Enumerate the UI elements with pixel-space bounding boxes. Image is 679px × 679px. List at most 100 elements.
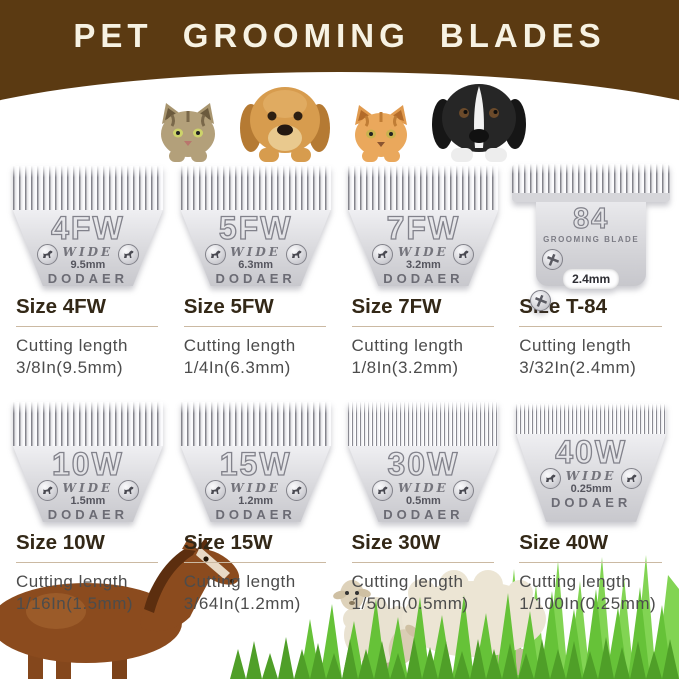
banner: PET GROOMING BLADES — [0, 0, 679, 130]
blade-15w: 15W WIDE 1.2mm DODAER — [180, 401, 331, 522]
cutting-length-label: Cutting length — [519, 571, 632, 591]
blade-teeth — [12, 166, 163, 210]
blade-style-engraving: WIDE — [230, 245, 281, 259]
screw-icon — [621, 467, 643, 489]
blade-brand: DODAER — [383, 506, 464, 522]
blade-size-engraving: 4FW — [50, 210, 125, 246]
blade-style-engraving: WIDE — [398, 480, 449, 495]
cutting-length-label: Cutting length — [519, 336, 632, 355]
cutting-length-value: 3/64In(1.2mm) — [183, 594, 301, 614]
screw-icon — [36, 244, 58, 265]
blade-info-30w: Size 30W Cutting length 1/50In(0.5mm) — [340, 531, 508, 626]
size-title: Size 15W — [183, 531, 326, 563]
blade-brand: DODAER — [215, 271, 296, 286]
blade-info-15w: Size 15W Cutting length 3/64In(1.2mm) — [172, 531, 340, 626]
blade-teeth — [348, 166, 499, 210]
blade-teeth — [516, 403, 667, 434]
blade-size-engraving: 15W — [219, 445, 292, 482]
blade-thickness: 9.5mm — [70, 259, 106, 271]
blade-body: 7FW WIDE 3.2mm DODAER — [348, 210, 499, 286]
cutting-length-value: 1/50In(0.5mm) — [351, 594, 469, 614]
blade-teeth — [12, 401, 163, 446]
blade-teeth — [512, 164, 671, 202]
cutting-length-label: Cutting length — [16, 336, 128, 355]
blade-5fw: 5FW WIDE 6.3mm DODAER — [180, 166, 331, 286]
blade-row-2: 10W WIDE 1.5mm DODAER 15W WIDE 1.2mm DOD… — [0, 398, 679, 522]
blade-style-engraving: WIDE — [565, 468, 617, 483]
screw-icon — [36, 479, 58, 501]
cutting-length-label: Cutting length — [183, 571, 296, 591]
blade-size-engraving: 7FW — [386, 210, 461, 246]
blade-body: 30W WIDE 0.5mm DODAER — [348, 445, 499, 522]
blade-body: 5FW WIDE 6.3mm DODAER — [180, 210, 331, 286]
blade-body: 84 GROOMING BLADE 2.4mm — [530, 202, 647, 311]
blade-row-1: 4FW WIDE 9.5mm DODAER 5FW WIDE 6.3mm DOD… — [0, 162, 679, 311]
blade-7fw: 7FW WIDE 3.2mm DODAER — [348, 166, 499, 286]
cutting-length-label: Cutting length — [351, 336, 464, 355]
screw-icon — [117, 244, 139, 265]
screw-icon — [453, 479, 475, 501]
blade-4fw: 4FW WIDE 9.5mm DODAER — [12, 166, 163, 286]
blade-grid: 4FW WIDE 9.5mm DODAER 5FW WIDE 6.3mm DOD… — [0, 162, 679, 626]
blade-size-engraving: 10W — [51, 445, 124, 482]
blade-thickness: 2.4mm — [563, 269, 620, 289]
screw-icon — [117, 479, 139, 501]
blade-teeth — [180, 166, 331, 210]
cutting-length-value: 3/32In(2.4mm) — [519, 358, 637, 378]
blade-size-engraving: 84 — [572, 203, 610, 235]
blade-body: 15W WIDE 1.2mm DODAER — [180, 445, 331, 522]
size-title: Size 40W — [519, 531, 662, 563]
blade-teeth — [180, 401, 331, 446]
blade-style-engraving: WIDE — [398, 245, 449, 259]
blade-style-engraving: WIDE — [62, 245, 114, 259]
blade-info-t84: Size T-84 Cutting length 3/32In(2.4mm) — [507, 295, 675, 390]
blade-body: 4FW WIDE 9.5mm DODAER — [12, 210, 163, 286]
cutting-length-value: 1/4In(6.3mm) — [183, 358, 291, 378]
page-title: PET GROOMING BLADES — [73, 17, 606, 54]
blade-size-engraving: 5FW — [218, 210, 293, 246]
blade-30w: 30W WIDE 0.5mm DODAER — [348, 401, 499, 522]
screw-icon — [372, 479, 394, 501]
screw-icon — [285, 479, 307, 501]
blade-40w: 40W WIDE 0.25mm DODAER — [516, 403, 667, 522]
size-title: Size 30W — [351, 531, 494, 563]
thickness-row: 2.4mm — [530, 248, 646, 311]
size-title: Size 5FW — [183, 295, 326, 327]
screw-icon — [372, 244, 394, 265]
cutting-length-label: Cutting length — [351, 571, 464, 591]
screw-icon — [285, 244, 307, 265]
blade-style-engraving: WIDE — [62, 480, 114, 495]
blade-info-4fw: Size 4FW Cutting length 3/8In(9.5mm) — [4, 295, 172, 390]
blade-10w: 10W WIDE 1.5mm DODAER — [12, 401, 163, 522]
blade-body: 10W WIDE 1.5mm DODAER — [12, 445, 163, 522]
golden-dog-icon — [239, 80, 331, 162]
cutting-length-value: 1/16In(1.5mm) — [16, 594, 134, 614]
blade-brand: DODAER — [215, 506, 296, 522]
cutting-length-value: 3/8In(9.5mm) — [16, 358, 124, 378]
top-animals — [0, 78, 679, 162]
screw-icon — [204, 244, 226, 265]
blade-thickness: 0.25mm — [570, 482, 612, 495]
orange-cat-icon — [347, 102, 415, 162]
blade-info-10w: Size 10W Cutting length 1/16In(1.5mm) — [4, 531, 172, 626]
blade-brand: DODAER — [383, 271, 464, 286]
blade-teeth — [348, 401, 499, 446]
blade-thickness: 6.3mm — [238, 259, 274, 271]
blade-thickness: 1.2mm — [238, 494, 274, 507]
black-white-dog-icon — [431, 78, 527, 162]
blade-info-40w: Size 40W Cutting length 1/100In(0.25mm) — [507, 531, 675, 626]
screw-icon — [540, 467, 562, 489]
cutting-length-value: 1/8In(3.2mm) — [351, 358, 459, 378]
info-row-2: Size 10W Cutting length 1/16In(1.5mm) Si… — [0, 531, 679, 626]
tabby-cat-icon — [153, 100, 223, 162]
blade-thickness: 1.5mm — [70, 494, 106, 507]
blade-brand: DODAER — [550, 494, 632, 510]
blade-thickness: 0.5mm — [405, 494, 441, 507]
blade-size-engraving: 40W — [555, 433, 628, 470]
blade-size-engraving: 30W — [387, 445, 460, 482]
size-title: Size 10W — [16, 531, 159, 563]
info-row-1: Size 4FW Cutting length 3/8In(9.5mm) Siz… — [0, 295, 679, 390]
blade-style-engraving: GROOMING BLADE — [543, 235, 640, 244]
blade-t84: 84 GROOMING BLADE 2.4mm — [512, 164, 671, 311]
blade-info-5fw: Size 5FW Cutting length 1/4In(6.3mm) — [172, 295, 340, 390]
